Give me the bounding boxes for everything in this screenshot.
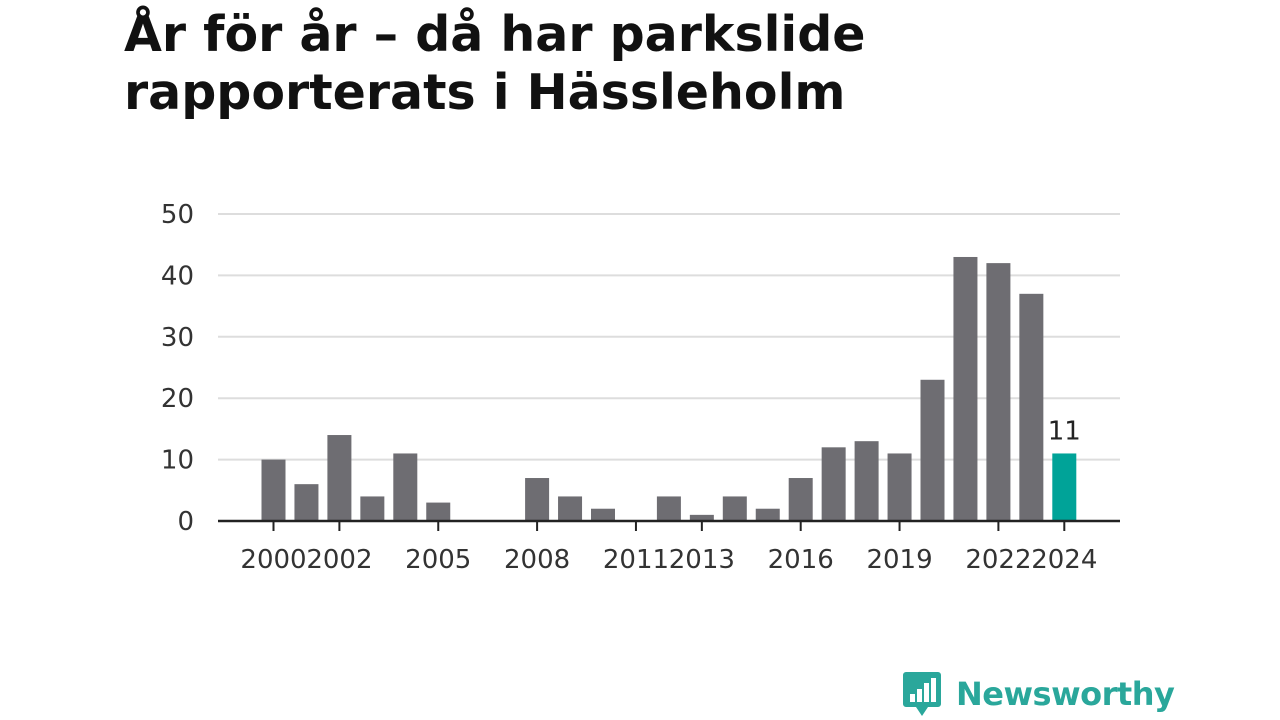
x-tick-label: 2002: [306, 545, 372, 575]
bar-chart: 0 10 20 30 40 50 2000 2002 2005 2008 2011 2013 2016…: [161, 200, 1120, 575]
y-tick-label: 10: [161, 446, 194, 476]
bar-2016: [788, 478, 813, 521]
bar-chart-badge-icon: [903, 672, 941, 716]
bar-2000: [261, 459, 286, 521]
bar-2021: [953, 256, 978, 521]
data-labels: 11: [1048, 416, 1081, 446]
bars: [261, 256, 1077, 521]
data-label-2024: 11: [1048, 416, 1081, 446]
x-tick-label: 2011: [603, 545, 669, 575]
x-tick-label: 2019: [866, 545, 932, 575]
y-tick-label: 50: [161, 200, 194, 230]
y-tick-label: 20: [161, 384, 194, 414]
newsworthy-logo: Newsworthy: [902, 670, 1175, 718]
bar-2019: [887, 453, 912, 521]
bar-2004: [393, 453, 418, 521]
chart-title: År för år – då har parkslide rapporterat…: [124, 6, 866, 121]
x-tick-label: 2000: [240, 545, 306, 575]
x-axis: 2000 2002 2005 2008 2011 2013 2016 2019 2022 2024: [218, 519, 1120, 575]
bar-2002: [327, 435, 352, 521]
x-tick-label: 2016: [768, 545, 834, 575]
brand-name: Newsworthy: [956, 675, 1175, 713]
bar-2013: [689, 514, 714, 521]
x-tick-label: 2005: [405, 545, 471, 575]
bar-2024: [1052, 453, 1077, 521]
x-tick-label: 2022: [965, 545, 1031, 575]
bar-2003: [360, 496, 385, 521]
bar-2005: [426, 502, 451, 521]
bar-2015: [755, 508, 780, 521]
y-tick-label: 0: [177, 507, 194, 537]
bar-2017: [821, 447, 846, 521]
x-tick-label: 2013: [669, 545, 735, 575]
bar-2009: [558, 496, 583, 521]
bar-2023: [1019, 293, 1044, 521]
x-tick-label: 2008: [504, 545, 570, 575]
bar-2022: [986, 263, 1011, 521]
y-tick-label: 40: [161, 261, 194, 291]
bar-2010: [591, 508, 615, 521]
bar-2008: [525, 478, 550, 521]
y-tick-label: 30: [161, 323, 194, 353]
bar-2020: [920, 379, 945, 521]
bar-2018: [854, 441, 879, 521]
bar-2001: [294, 484, 319, 521]
bar-2014: [722, 496, 747, 521]
grid-lines: [218, 213, 1120, 461]
y-axis-ticks: 0 10 20 30 40 50: [161, 200, 194, 537]
bar-2012: [656, 496, 681, 521]
x-tick-label: 2024: [1031, 545, 1097, 575]
